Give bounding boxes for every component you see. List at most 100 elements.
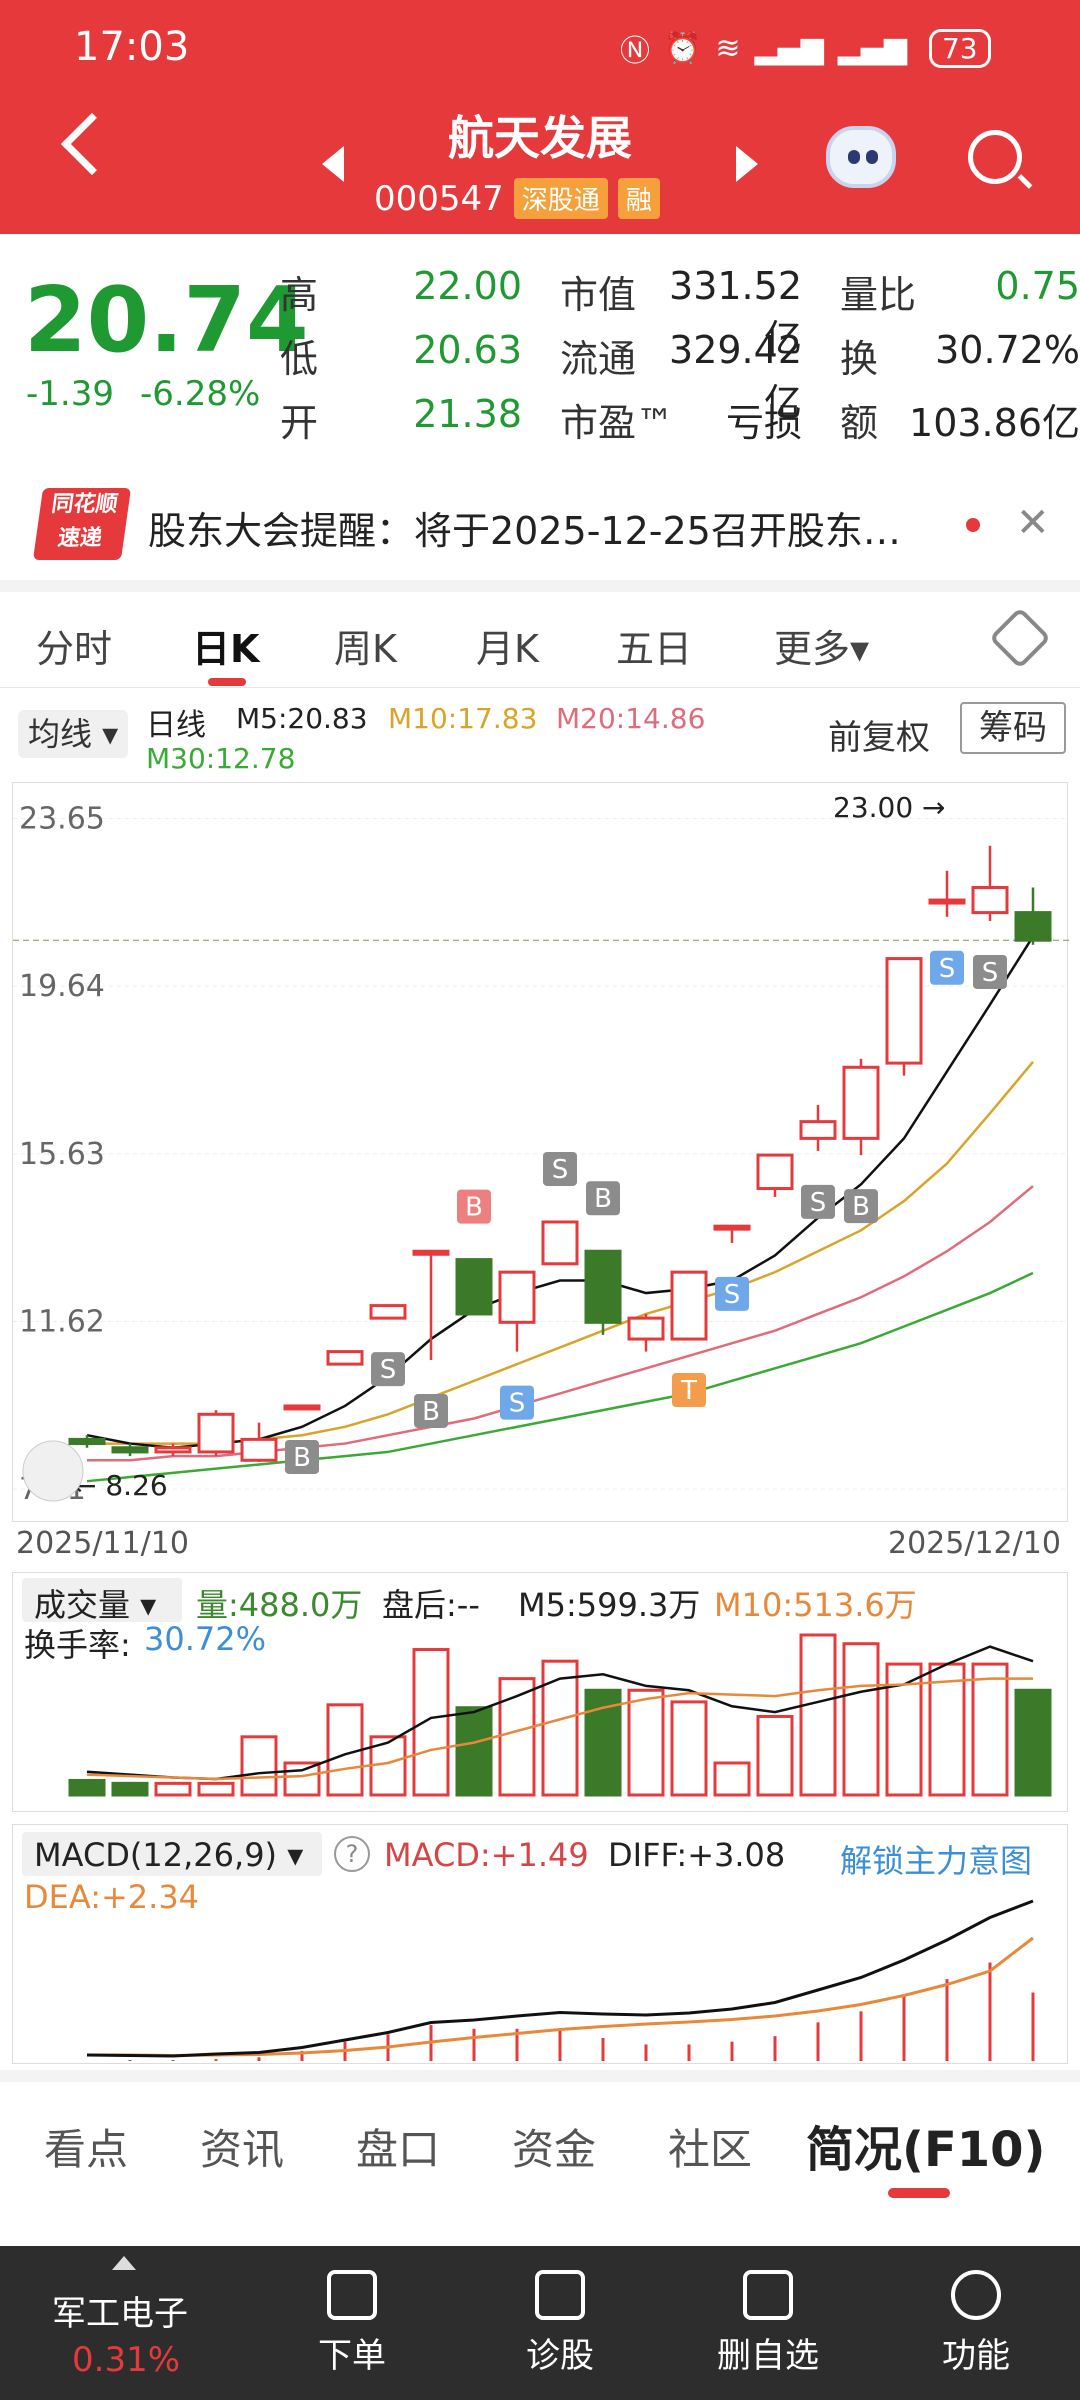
volume-bar bbox=[541, 1659, 579, 1797]
volume-chart[interactable] bbox=[12, 1572, 1068, 1812]
turnover-rate-value: 30.72% bbox=[144, 1620, 267, 1658]
tab-five-day[interactable]: 五日 bbox=[616, 627, 693, 671]
signal-badge bbox=[457, 1189, 491, 1224]
status-time: 17:03 bbox=[74, 24, 190, 70]
macd-selector[interactable]: MACD(12,26,9) ▾ bbox=[34, 1836, 304, 1874]
prev-stock-icon[interactable] bbox=[322, 146, 344, 182]
candle-body bbox=[197, 1412, 235, 1454]
pe-value: 亏损 bbox=[725, 401, 802, 445]
tab-intraday[interactable]: 分时 bbox=[36, 627, 113, 671]
volume-ratio-label: 量比 bbox=[840, 273, 917, 317]
candle-body bbox=[842, 1065, 880, 1140]
candle-body bbox=[885, 957, 923, 1065]
tab-more[interactable]: 更多▾ bbox=[774, 627, 870, 671]
ma-selector[interactable]: 均线 ▾ bbox=[18, 710, 128, 758]
pe-label: 市盈™ bbox=[560, 401, 675, 445]
signal-label: S bbox=[982, 958, 999, 988]
expand-up-icon[interactable] bbox=[112, 2256, 136, 2270]
after-hours-volume: 盘后:-- bbox=[382, 1586, 480, 1624]
nav-remove-watch-label: 删自选 bbox=[717, 2336, 819, 2376]
signal-badge bbox=[672, 1373, 706, 1408]
candle-body bbox=[498, 1270, 536, 1324]
signal-label: S bbox=[724, 1280, 741, 1310]
signal-label: B bbox=[594, 1184, 612, 1214]
quote-panel bbox=[0, 234, 1080, 448]
signal-label: T bbox=[680, 1376, 697, 1406]
wifi-icon: ≋ bbox=[715, 30, 741, 66]
nav-order-label: 下单 bbox=[318, 2336, 386, 2376]
volume-bar bbox=[154, 1781, 192, 1797]
tab-orderbook[interactable]: 盘口 bbox=[356, 2125, 441, 2174]
nav-diagnose[interactable]: 诊股 bbox=[480, 2248, 640, 2377]
signal-badge bbox=[371, 1352, 405, 1387]
start-date: 2025/11/10 bbox=[16, 1526, 189, 1561]
candle-body bbox=[111, 1446, 149, 1454]
tab-highlights[interactable]: 看点 bbox=[44, 2125, 129, 2174]
candle-body bbox=[670, 1270, 708, 1341]
volume-bar bbox=[412, 1648, 450, 1797]
ma20-legend: M20:14.86 bbox=[556, 702, 706, 735]
diff-value: DIFF:+3.08 bbox=[608, 1836, 786, 1874]
unlock-link[interactable]: 解锁主力意图 bbox=[840, 1842, 1033, 1880]
volume-m5-line bbox=[86, 1645, 1034, 1781]
volume-m5: M5:599.3万 bbox=[518, 1586, 701, 1624]
close-icon[interactable]: ✕ bbox=[1016, 500, 1050, 546]
divider bbox=[0, 580, 1080, 592]
price-change-pct: -6.28% bbox=[140, 374, 261, 414]
nav-order[interactable]: 下单 bbox=[272, 2248, 432, 2377]
amount-value: 103.86亿 bbox=[909, 401, 1080, 445]
signal-label: B bbox=[293, 1443, 311, 1473]
signal-label: S bbox=[509, 1389, 526, 1419]
tab-community[interactable]: 社区 bbox=[668, 2125, 753, 2174]
nav-functions-label: 功能 bbox=[942, 2336, 1010, 2376]
candle-body bbox=[1014, 911, 1052, 942]
adjust-selector[interactable]: 前复权 bbox=[828, 718, 930, 758]
volume-selector[interactable]: 成交量 ▾ bbox=[34, 1586, 157, 1624]
volume-bar bbox=[842, 1642, 880, 1797]
tab-capital[interactable]: 资金 bbox=[512, 2125, 597, 2174]
volume-bar bbox=[971, 1662, 1009, 1797]
stock-meta: 000547 深股通 融 bbox=[374, 178, 660, 219]
volume-m10: M10:513.6万 bbox=[714, 1586, 917, 1624]
kline-chart[interactable]: 23.6519.6415.6311.627.61BSBBSSBTSSBSS23.… bbox=[12, 782, 1069, 1522]
candle-body bbox=[971, 886, 1009, 915]
nav-functions[interactable]: 功能 bbox=[896, 2248, 1056, 2377]
tab-f10[interactable]: 简况(F10) bbox=[806, 2122, 1046, 2178]
price-change: -1.39 bbox=[26, 374, 114, 414]
candle-body bbox=[584, 1249, 622, 1324]
chip-button[interactable]: 筹码 bbox=[960, 702, 1066, 754]
signal-badge bbox=[715, 1276, 749, 1311]
dea-line bbox=[87, 1936, 1034, 2058]
notice-logo-line2: 速递 bbox=[56, 526, 104, 551]
diagnose-icon bbox=[535, 2270, 585, 2320]
volume-bar bbox=[240, 1735, 278, 1797]
sector-name[interactable]: 军工电子 bbox=[52, 2294, 188, 2334]
signal-label: S bbox=[939, 954, 956, 984]
market-cap-label: 市值 bbox=[560, 273, 637, 317]
bottom-tab-indicator bbox=[888, 2188, 950, 2198]
float-cap-value: 329.42亿 bbox=[669, 328, 802, 425]
help-icon[interactable]: ? bbox=[334, 1836, 370, 1872]
candle-body bbox=[627, 1316, 665, 1341]
notice-text[interactable]: 股东大会提醒：将于2025-12-25召开股东… bbox=[148, 509, 901, 553]
macd-chart[interactable] bbox=[12, 1824, 1068, 2064]
signal-label: S bbox=[552, 1155, 569, 1185]
y-tick-label: 23.65 bbox=[19, 802, 105, 837]
tab-monthly-k[interactable]: 月K bbox=[476, 627, 539, 671]
tab-weekly-k[interactable]: 周K bbox=[334, 627, 397, 671]
scroll-handle-icon bbox=[22, 1440, 84, 1502]
order-icon bbox=[327, 2270, 377, 2320]
search-icon[interactable] bbox=[968, 130, 1022, 184]
nav-remove-watch[interactable]: 删自选 bbox=[688, 2248, 848, 2377]
volume-bar bbox=[455, 1706, 493, 1797]
stock-code: 000547 bbox=[374, 178, 504, 219]
tab-news[interactable]: 资讯 bbox=[200, 2125, 285, 2174]
volume-bar bbox=[111, 1781, 149, 1797]
tab-daily-k[interactable]: 日K bbox=[192, 627, 260, 671]
next-stock-icon[interactable] bbox=[736, 146, 758, 182]
signal-badge bbox=[586, 1181, 620, 1216]
nav-diagnose-label: 诊股 bbox=[526, 2336, 594, 2376]
signal-badge bbox=[285, 1439, 319, 1474]
signal-label: B bbox=[852, 1192, 870, 1222]
robot-assistant-icon[interactable] bbox=[826, 126, 896, 188]
